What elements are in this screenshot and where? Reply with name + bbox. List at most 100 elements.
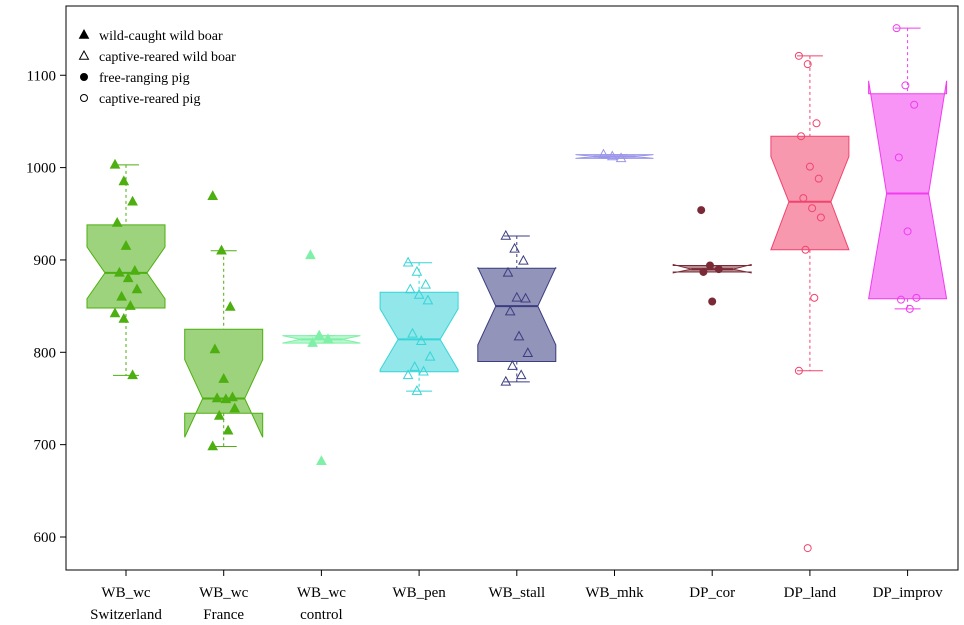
data-point <box>706 261 714 270</box>
data-point <box>418 365 429 376</box>
legend-marker <box>78 28 90 39</box>
data-point <box>615 152 627 163</box>
x-category-label: WB_stall <box>488 585 545 601</box>
data-point <box>892 24 901 33</box>
legend-label: captive-reared wild boar <box>99 50 236 65</box>
data-point <box>522 347 534 357</box>
data-point <box>912 293 921 302</box>
x-category-label: DP_land <box>784 585 837 601</box>
data-point <box>897 295 905 304</box>
data-point <box>402 369 414 380</box>
box-group <box>575 148 654 163</box>
box-group <box>282 249 361 466</box>
data-point <box>697 206 706 215</box>
box-group <box>477 229 557 386</box>
x-category-sublabel: control <box>300 607 343 623</box>
legend-marker <box>78 49 90 60</box>
y-tick-label: 600 <box>34 530 57 546</box>
x-category-label: WB_pen <box>392 585 446 601</box>
data-point <box>116 290 127 301</box>
data-point <box>422 294 434 305</box>
x-category-label: WB_wc <box>297 585 346 601</box>
data-point <box>111 216 123 227</box>
data-point <box>409 361 421 371</box>
data-point <box>794 51 803 60</box>
x-category-label: WB_wc <box>199 585 248 601</box>
x-category-label: WB_mhk <box>585 585 644 601</box>
data-point <box>424 350 436 361</box>
data-point <box>910 100 919 109</box>
data-point <box>816 213 825 222</box>
data-point <box>211 392 223 403</box>
data-point <box>810 293 819 302</box>
legend-label: captive-reared pig <box>99 92 200 107</box>
data-point <box>322 333 334 344</box>
data-point <box>316 455 327 466</box>
data-point <box>803 60 812 69</box>
legend-marker <box>80 73 88 81</box>
data-point <box>213 409 225 420</box>
notched-box <box>868 80 948 300</box>
x-category-label: DP_improv <box>873 585 944 601</box>
data-point <box>814 174 823 183</box>
data-point <box>794 366 803 375</box>
x-category-label: DP_cor <box>689 585 735 601</box>
data-point <box>500 375 512 386</box>
legend-label: wild-caught wild boar <box>99 29 223 44</box>
data-point <box>224 301 236 311</box>
data-point <box>407 327 418 338</box>
y-tick-label: 700 <box>34 438 57 454</box>
data-point <box>402 256 414 267</box>
data-point <box>415 335 427 345</box>
data-point <box>218 373 230 383</box>
data-point <box>129 264 141 275</box>
data-point <box>222 424 234 435</box>
data-point <box>109 307 121 318</box>
data-point <box>714 265 723 274</box>
y-tick-label: 1100 <box>27 68 56 84</box>
y-tick-label: 800 <box>34 345 57 361</box>
x-category-sublabel: Switzerland <box>90 607 162 623</box>
data-point <box>708 297 717 306</box>
box-group <box>770 51 850 553</box>
data-point <box>797 132 806 141</box>
data-point <box>901 81 910 90</box>
data-point <box>216 244 227 255</box>
data-point <box>305 249 316 260</box>
data-point <box>699 267 708 276</box>
notched-box <box>86 224 166 309</box>
box-group <box>672 206 752 306</box>
data-point <box>801 245 810 254</box>
data-point <box>118 313 130 323</box>
data-point <box>307 337 318 347</box>
data-point <box>411 265 423 276</box>
data-point <box>229 402 241 413</box>
data-point <box>598 148 609 159</box>
legend-marker <box>80 94 88 102</box>
data-point <box>127 195 138 206</box>
data-point <box>805 162 814 171</box>
notched-box <box>184 328 264 438</box>
data-point <box>803 544 812 553</box>
data-point <box>606 150 618 161</box>
box-group <box>379 256 459 395</box>
y-axis: 600 700 800 900 1000 1100 <box>26 68 66 546</box>
data-point <box>509 242 520 253</box>
data-point <box>894 153 903 162</box>
data-point <box>114 266 125 277</box>
data-point <box>504 305 516 316</box>
legend-label: free-ranging pig <box>99 71 190 86</box>
box-group <box>184 190 264 451</box>
notched-box <box>770 135 850 251</box>
box-groups <box>86 24 948 553</box>
data-point <box>515 369 527 380</box>
plot-frame <box>65 5 959 571</box>
data-point <box>207 190 219 200</box>
data-point <box>118 175 130 186</box>
data-point <box>411 385 423 395</box>
legend: wild-caught wild boar captive-reared wild… <box>78 28 236 107</box>
data-point <box>903 227 912 236</box>
box-group <box>868 24 948 313</box>
